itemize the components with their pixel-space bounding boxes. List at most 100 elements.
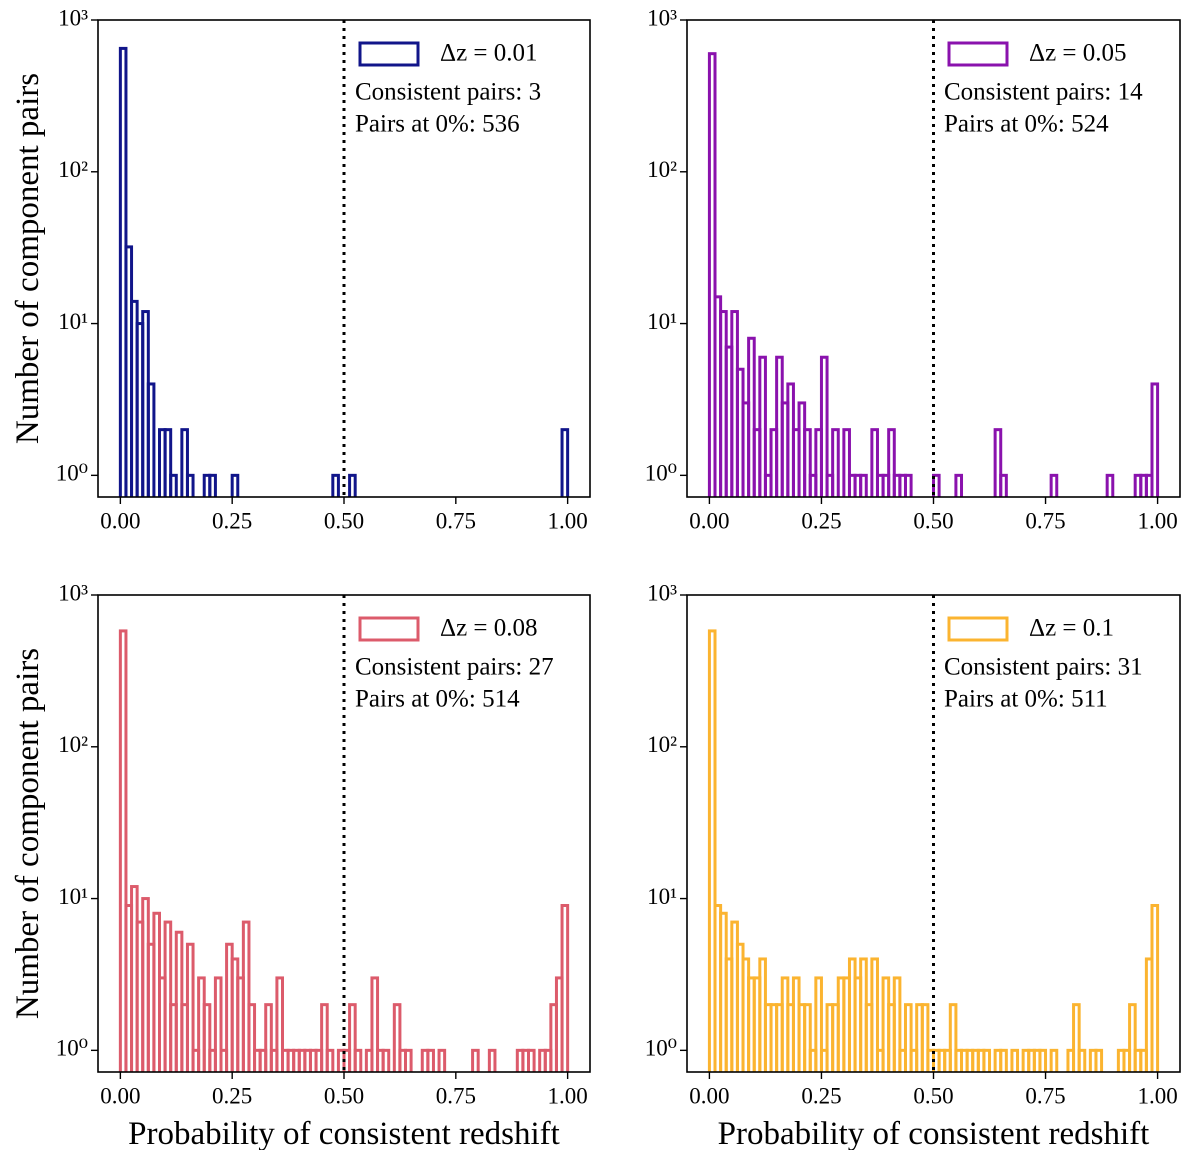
histogram-bin <box>169 473 178 497</box>
y-tick-label: 10⁰ <box>645 1036 677 1061</box>
y-tick-label: 10¹ <box>58 884 88 909</box>
x-tick-label: 0.00 <box>100 1083 140 1108</box>
histogram-bin <box>814 976 823 1072</box>
y-tick-label: 10² <box>647 732 677 757</box>
histogram-bin <box>1077 1048 1087 1072</box>
annotation: Consistent pairs: 31 <box>944 654 1143 681</box>
histogram-bin <box>404 1048 413 1072</box>
x-tick-label: 0.00 <box>689 508 729 533</box>
x-tick-label: 0.75 <box>436 1083 476 1108</box>
x-tick-label: 0.00 <box>100 508 140 533</box>
histogram-bin <box>180 428 189 497</box>
y-tick-label: 10⁰ <box>645 461 677 486</box>
histogram-bin <box>887 428 896 497</box>
y-tick-label: 10¹ <box>647 884 677 909</box>
histogram-bin <box>707 52 717 497</box>
histogram-bin <box>747 336 756 497</box>
y-tick-label: 10¹ <box>647 309 677 334</box>
histogram-bin <box>208 473 217 497</box>
histogram-bin <box>1150 904 1160 1072</box>
histogram-bin <box>264 1003 273 1072</box>
histogram-bin <box>1049 1048 1059 1072</box>
histogram-bin <box>1128 1003 1137 1072</box>
histogram-bin <box>870 428 879 497</box>
histogram-bin <box>202 1003 212 1072</box>
histogram-bin <box>392 1003 402 1072</box>
histogram-bin <box>803 1003 812 1072</box>
x-tick-label: 1.00 <box>548 1083 588 1108</box>
histogram-bin <box>920 1003 930 1072</box>
histogram-bin <box>707 629 717 1072</box>
legend-swatch <box>947 616 1009 642</box>
histogram-bin <box>948 1003 958 1072</box>
histogram-bin <box>185 942 195 1072</box>
histogram-bin <box>999 473 1008 497</box>
histogram-bin <box>348 473 357 497</box>
x-tick-label: 0.75 <box>1025 508 1065 533</box>
x-tick-label: 1.00 <box>548 508 588 533</box>
histogram-bin <box>803 428 812 497</box>
histogram-bin <box>1150 382 1160 497</box>
x-axis-label: Probability of consistent redshift <box>718 1116 1150 1150</box>
histogram-bin <box>954 473 964 497</box>
y-tick-label: 10² <box>647 157 677 182</box>
histogram-bin <box>758 355 767 497</box>
y-tick-label: 10⁰ <box>56 1036 88 1061</box>
x-tick-label: 0.25 <box>212 508 252 533</box>
histogram-bin <box>348 1003 357 1072</box>
x-tick-label: 0.25 <box>801 508 841 533</box>
x-tick-label: 0.25 <box>212 1083 252 1108</box>
histogram-bin <box>527 1048 536 1072</box>
histogram-bin <box>999 1048 1008 1072</box>
histogram-bin <box>903 473 913 497</box>
histogram-bin <box>247 1003 257 1072</box>
x-tick-label: 0.50 <box>324 1083 364 1108</box>
annotation: Consistent pairs: 3 <box>355 79 541 106</box>
legend-label: Δz = 0.05 <box>1029 40 1127 67</box>
histogram-bin <box>560 428 570 497</box>
histogram-bin <box>859 473 868 497</box>
x-tick-label: 0.50 <box>913 1083 953 1108</box>
histogram-bin <box>1049 473 1059 497</box>
histogram-bin <box>982 1048 992 1072</box>
histogram-bin <box>487 1048 497 1072</box>
x-tick-label: 1.00 <box>1137 1083 1177 1108</box>
histogram-bin <box>1010 1048 1020 1072</box>
legend-label: Δz = 0.1 <box>1029 615 1114 642</box>
y-tick-label: 10⁰ <box>56 461 88 486</box>
histogram-bin <box>1105 473 1115 497</box>
histogram-bin <box>831 428 840 497</box>
histogram-bin <box>1094 1048 1104 1072</box>
annotation: Pairs at 0%: 536 <box>355 111 520 138</box>
histogram-bin <box>230 473 240 497</box>
y-axis-label: Number of component pairs <box>10 73 46 444</box>
annotation: Pairs at 0%: 511 <box>944 686 1108 713</box>
histogram-bin <box>819 355 829 497</box>
annotation: Consistent pairs: 14 <box>944 79 1143 106</box>
bars <box>118 629 570 1072</box>
histogram-bin <box>1072 1003 1081 1072</box>
annotation: Consistent pairs: 27 <box>355 654 554 681</box>
annotation: Pairs at 0%: 524 <box>944 111 1109 138</box>
legend-label: Δz = 0.01 <box>440 40 538 67</box>
x-tick-label: 0.50 <box>324 508 364 533</box>
x-tick-label: 0.25 <box>801 1083 841 1108</box>
histogram-bin <box>370 976 380 1072</box>
x-tick-label: 1.00 <box>1137 508 1177 533</box>
bars <box>707 52 1160 497</box>
histogram-bin <box>842 428 851 497</box>
histogram-bin <box>870 957 879 1072</box>
histogram-bin <box>275 976 284 1072</box>
y-tick-label: 10³ <box>58 5 88 30</box>
x-tick-label: 0.50 <box>913 508 953 533</box>
histogram-bin <box>471 1048 480 1072</box>
histogram-bin <box>118 629 128 1072</box>
legend-swatch <box>358 616 420 642</box>
histogram-bin <box>163 428 173 497</box>
histogram-bin <box>1038 1048 1048 1072</box>
panel: 0.00 0.25 0.50 0.75 1.00 10⁰ 10¹ 10² 10³ Δz = 0.1… <box>645 580 1181 1150</box>
histogram-bin <box>325 1048 335 1072</box>
histogram-bin <box>560 904 570 1072</box>
histogram-bin <box>932 473 941 497</box>
